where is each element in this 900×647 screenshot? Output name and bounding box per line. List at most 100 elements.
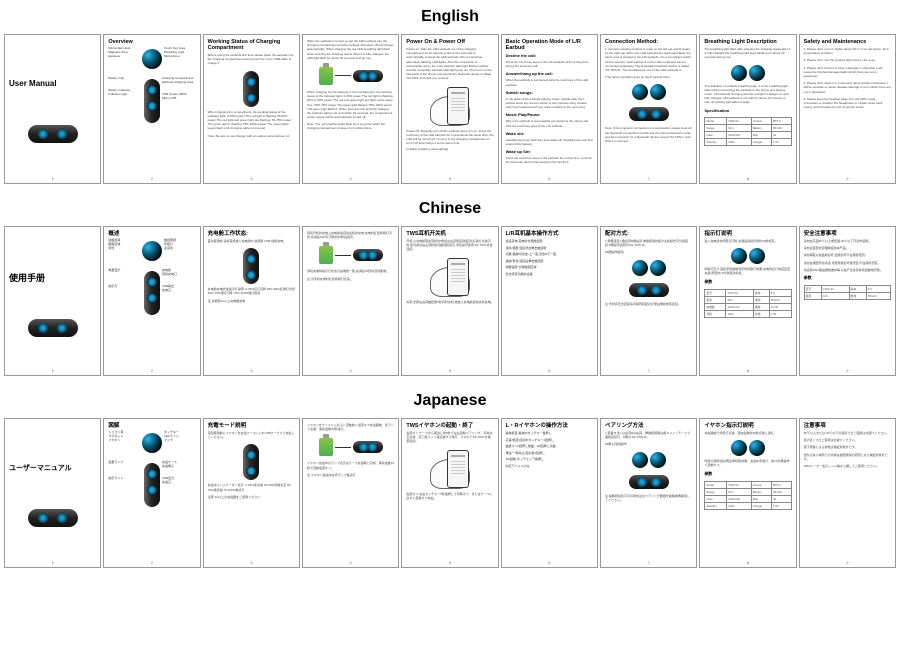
page-cn-5: TWS耳机开关机 开机:从充电舱取出耳机约5秒后左右耳机自动配对,红蓝灯交替闪烁… xyxy=(401,226,498,376)
item-text: 応答/終話:接続中タッチキー1回押し xyxy=(506,438,593,443)
item-text: 着信拒否:着信中タッチキー長押し xyxy=(506,431,593,436)
earbud-icon xyxy=(142,49,162,69)
label: イヤホン xyxy=(108,439,140,443)
page-number: 4 xyxy=(303,176,398,181)
label: 指示ライト xyxy=(108,477,142,481)
page-cn-2: 概述 硅胶挂耳 磁吸区域 听筒 触控按键 呼吸灯 麦克风 xyxy=(103,226,200,376)
item-text: 再生/一時停止:接続後1回押し xyxy=(506,451,593,456)
safety-item: 3. Please don't throw it in case it dama… xyxy=(804,66,891,79)
case-icon xyxy=(144,463,160,507)
page-title: Power On & Power Off xyxy=(406,39,493,45)
safety-item: 4. Please don't clean it in a seriously … xyxy=(804,81,891,94)
body-text: (R側も同様操作) xyxy=(605,442,692,446)
lang-title-jp: Japanese xyxy=(0,384,900,418)
item-text: 曲送り:L2回押し前曲、R2回押し次曲 xyxy=(506,444,593,449)
page-number: 6 xyxy=(502,560,597,565)
charger-icon xyxy=(319,67,333,85)
page-title: Overview xyxy=(108,39,195,45)
page-title: L/R耳机基本操作方式 xyxy=(506,231,593,237)
body-text: 充電開始で呼吸灯点滅、満充電後約30秒点滅し消灯。 xyxy=(704,431,791,435)
body-text: 注:長時間接続不可の場合は全ペアリング履歴を削除後再検索してください。 xyxy=(605,494,692,502)
page-title: 配对方式: xyxy=(605,231,692,237)
label: Micro USB xyxy=(162,97,196,101)
page-title: ペアリング方法 xyxy=(605,423,692,429)
body-text: 耳机开机状态放入充电舱会自动关机并充电,充电时红色呼吸灯闪烁,充满后LED灯闪烁… xyxy=(307,231,394,239)
manual-title-en: User Manual xyxy=(9,79,96,88)
label: マイク xyxy=(164,439,196,443)
case-icon xyxy=(629,283,669,297)
body-text: 耳机充电时指示灯状态与充电舱一致,充满后15秒内自动断电。 xyxy=(307,269,394,273)
lang-title-en: English xyxy=(0,0,900,34)
page-title: Breathing Light Description xyxy=(704,39,791,45)
earbuds-pair-icon xyxy=(605,84,692,100)
page-cn-7: 配对方式: 1.佩戴连接:L戴左耳R戴右耳,单独使用时各为主机模式可分别连接,R… xyxy=(600,226,697,376)
item-heading: Music Play/Pause: xyxy=(506,112,593,117)
page-number: 7 xyxy=(601,368,696,373)
page-en-1: User Manual 1 xyxy=(4,34,101,184)
spec-heading: Specification xyxy=(704,108,791,113)
case-icon xyxy=(629,107,669,121)
spec-heading: 参数 xyxy=(704,279,791,285)
body-text: 充电舱充电状态指示灯说明: 0-25%红灯闪烁 25%-50%红绿灯交替 50%… xyxy=(208,287,295,295)
page-number: 6 xyxy=(502,368,597,373)
body-text: 注:长时间无法连接请清除所有配对记录后重新搜索连接。 xyxy=(605,302,692,306)
case-icon xyxy=(243,71,259,107)
label: Earbuds Charging Area xyxy=(162,81,196,85)
page-title: Connection Method: xyxy=(605,39,692,45)
page-title: イヤホン指示灯説明 xyxy=(704,423,791,429)
page-cn-1: 使用手册 1 xyxy=(4,226,101,376)
page-number: 3 xyxy=(204,560,299,565)
item-heading: Wake up Siri: xyxy=(506,149,593,154)
lang-title-cn: Chinese xyxy=(0,192,900,226)
charging-diagram xyxy=(307,438,394,456)
page-jp-6: L・Rイヤホンの操作方法 着信拒否:着信中タッチキー長押し 応答/終話:接続中タ… xyxy=(501,418,598,568)
body-text: (The same operation goes on the R earbud… xyxy=(605,75,692,79)
item-text: Press the touch key area of the earbuds … xyxy=(506,156,593,164)
page-en-4: When the earbuds is turned on put the L&… xyxy=(302,34,399,184)
item-heading: Decline the call: xyxy=(506,53,593,58)
body-text: The definition of earbuds breathing ligh… xyxy=(704,84,791,105)
page-title: 充电舱工作状态: xyxy=(208,231,295,237)
cable-icon xyxy=(335,75,351,76)
body-text: 1.装着方法:Lは左耳Rは右耳、単独使用時は各々メインモードで個別接続可、R側は… xyxy=(605,431,692,439)
page-cn-8: 指示灯说明 进入充电状态呼吸灯闪烁,充满后持续闪烁约30秒熄灭。 呼吸灯定义:连… xyxy=(699,226,796,376)
body-text: 電源オフ:左右タッチキー5秒長押しで同時オフ、またはケースに戻すと自動オフ充電。 xyxy=(406,492,493,500)
page-cn-9: 安全注意事项 请勿在高温60℃以上或低温-20℃以下环境中使用。 请勿近距离靠近… xyxy=(799,226,896,376)
english-section: English User Manual 1 Overview Silicon E… xyxy=(0,0,900,184)
body-text: 注:为手机充电时红色呼吸灯长亮。 xyxy=(307,277,394,281)
safety-item: 落下衝撃による損傷は保証対象外です。 xyxy=(804,445,891,449)
case-icon xyxy=(144,271,160,315)
case-icon xyxy=(629,475,669,489)
page-number: 4 xyxy=(303,560,398,565)
page-number: 1 xyxy=(5,560,100,565)
earbuds-pair-icon xyxy=(605,452,692,468)
item-text: Press the touch key area of the L/R earb… xyxy=(506,60,593,68)
page-jp-7: ペアリング方法 1.装着方法:Lは左耳Rは右耳、単独使用時は各々メインモードで個… xyxy=(600,418,697,568)
safety-item: 湿気の多い場所での清掃は故障焼損の原因となり保証対象外です。 xyxy=(804,453,891,461)
page-en-8: Breathing Light Description The breathin… xyxy=(699,34,796,184)
spec-table: ModelTWS-S2VersionBT5.0 Range10mBattery5… xyxy=(704,117,791,146)
earbud-case-icon xyxy=(28,509,78,527)
page-title: 充電モード説明 xyxy=(208,423,295,429)
item-text: Headphones long touch key area wake siri… xyxy=(506,138,593,146)
safety-item: 请勿摔砸以免造成损坏,此类损坏不在保修范围。 xyxy=(804,253,891,257)
body-text: 1. Connect wearing method: a. wear on th… xyxy=(605,47,692,72)
body-text: 注意:1A以上の充電器をご使用ください xyxy=(208,495,295,499)
item-text: In the state of the earbuds playing musi… xyxy=(506,97,593,110)
page-en-6: Basic Operation Mode of L/R Earbud Decli… xyxy=(501,34,598,184)
item-heading: Switch songs: xyxy=(506,90,593,95)
item-text: 対応デバイスのみ xyxy=(506,464,593,469)
case-icon xyxy=(353,70,383,82)
hand-phone-diagram xyxy=(425,86,475,126)
page-jp-4: イヤホンをケースに入れると自動的に電源オフ充電開始、赤ランプ点滅、満充電後30秒… xyxy=(302,418,399,568)
page-jp-2: 図解 シリコン耳 マグネット イヤホン タッチキー LEDライト マイク xyxy=(103,418,200,568)
japanese-section: Japanese ユーザーマニュアル 1 図解 シリコン耳 マグネット イヤホン xyxy=(0,384,900,568)
page-number: 2 xyxy=(104,560,199,565)
page-en-3: Working Status of Charging Compartment B… xyxy=(203,34,300,184)
item-text: 唤醒语音:长按触控区域 xyxy=(506,265,593,270)
page-title: Basic Operation Mode of L/R Earbud xyxy=(506,39,593,51)
label: 充电口 xyxy=(162,289,196,293)
hand-phone-diagram xyxy=(425,449,475,489)
cable-icon xyxy=(335,447,351,448)
charger-icon xyxy=(319,246,333,264)
